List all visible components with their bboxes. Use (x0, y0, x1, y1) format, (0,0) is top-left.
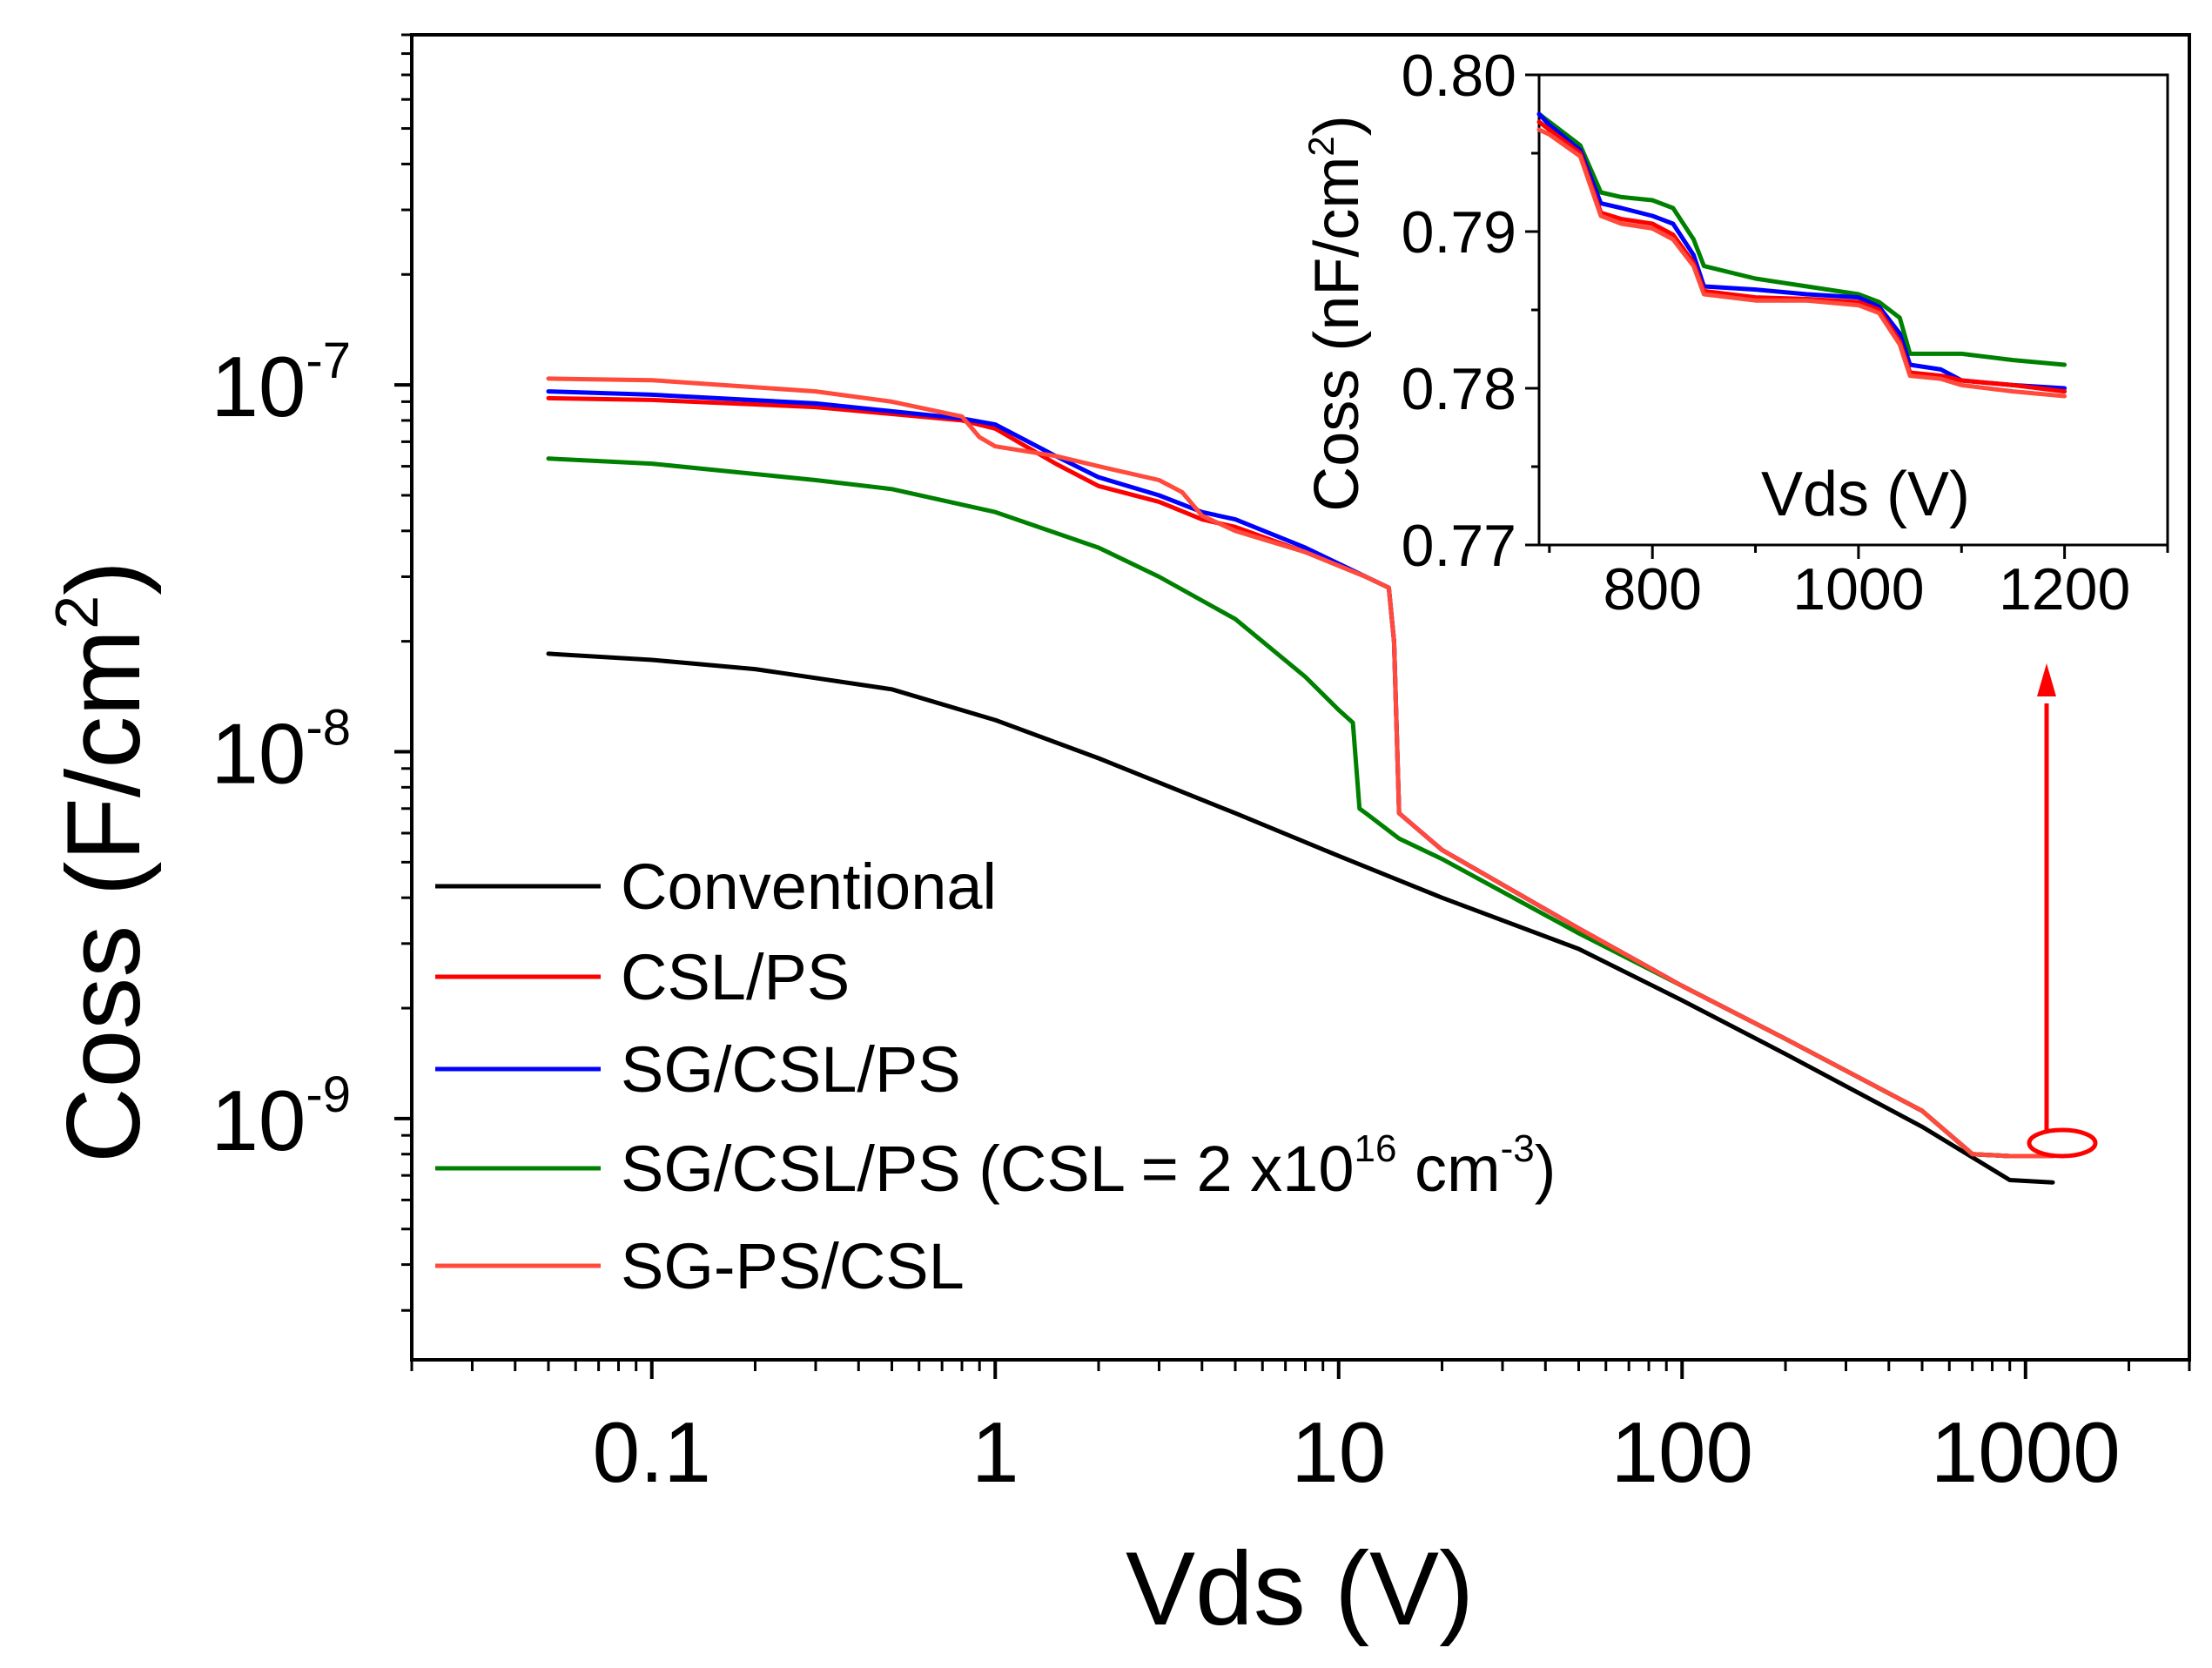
zoom-arrow-head (2037, 663, 2056, 696)
legend-label-sg-ps-csl: SG-PS/CSL (621, 1230, 965, 1302)
series-line-sg-ps-csl (546, 376, 2055, 1159)
x-tick-label: 1 (972, 1404, 1019, 1500)
inset-x-tick-label: 1000 (1792, 556, 1924, 622)
inset-y-tick-label: 0.79 (1402, 199, 1516, 266)
inset-series-lines (1536, 111, 2067, 399)
legend: Conventional CSL/PS SG/CSL/PS SG/CSL/PS … (435, 851, 1556, 1302)
legend-item-sg-ps-csl: SG-PS/CSL (435, 1230, 965, 1302)
inset-y-tick-label: 0.77 (1402, 513, 1516, 579)
legend-label-conventional: Conventional (621, 851, 997, 923)
y-tick-label: 10-9 (211, 1066, 351, 1168)
inset-series-line-sg-ps-csl (1536, 127, 2067, 399)
x-tick-label: 100 (1611, 1404, 1754, 1500)
legend-label-sg-csl-ps: SG/CSL/PS (621, 1033, 961, 1106)
legend-label-sg-csl-ps-2e16: SG/CSL/PS (CSL = 2 x1016 cm-3) (621, 1127, 1556, 1205)
inset-x-tick-label: 1200 (1999, 556, 2130, 622)
inset-axis-ticks: 800 1000 1200 0.80 0.79 0.78 0.77 (1402, 43, 2169, 622)
legend-label-csl-ps: CSL/PS (621, 941, 850, 1013)
inset-y-tick-label: 0.78 (1402, 356, 1516, 422)
y-tick-label: 10-7 (211, 333, 351, 434)
x-tick-label: 0.1 (593, 1404, 711, 1500)
inset-y-axis-label: Coss (nF/cm2) (1301, 115, 1372, 511)
y-tick-label: 10-8 (211, 700, 351, 802)
zoom-annotation (2027, 663, 2098, 1159)
series-line-conventional (546, 651, 2055, 1185)
inset-x-tick-label: 800 (1603, 556, 1701, 622)
inset-series-line-sg-csl-ps-csl-2-x10-16-cm-3 (1536, 111, 2067, 367)
main-plot-frame (410, 33, 2191, 1362)
inset-series-line-sg-csl-ps (1536, 111, 2067, 391)
legend-item-sg-csl-ps-2e16: SG/CSL/PS (CSL = 2 x1016 cm-3) (435, 1127, 1556, 1205)
zoom-ellipse (2027, 1127, 2098, 1159)
main-x-axis-label: Vds (V) (1126, 1530, 1474, 1647)
x-tick-label: 1000 (1931, 1404, 2121, 1500)
legend-item-conventional: Conventional (435, 851, 997, 923)
main-y-axis-label: Coss (F/cm2) (43, 561, 162, 1163)
main-axis-ticks: 0.1 1 10 100 1000 10-7 10-8 10-9 (211, 33, 2191, 1500)
inset-x-axis-label: Vds (V) (1761, 460, 1970, 529)
inset-y-tick-label: 0.80 (1402, 43, 1516, 109)
x-tick-label: 10 (1291, 1404, 1386, 1500)
inset-plot-frame (1537, 73, 2169, 547)
main-series-lines (546, 376, 2055, 1185)
legend-item-csl-ps: CSL/PS (435, 941, 850, 1013)
legend-item-sg-csl-ps: SG/CSL/PS (435, 1033, 961, 1106)
